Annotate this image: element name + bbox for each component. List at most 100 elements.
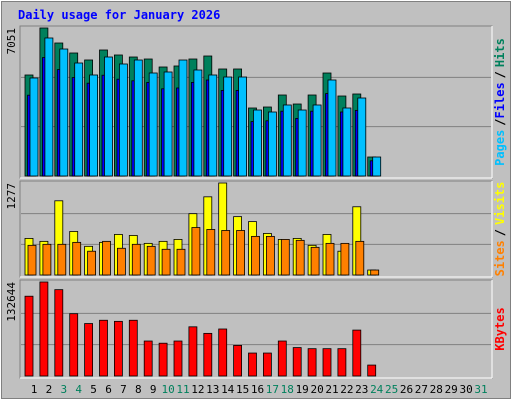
x-tick-label: 2 <box>46 383 53 396</box>
bar <box>24 295 34 377</box>
x-tick-label: 18 <box>281 383 294 396</box>
bar <box>176 248 186 276</box>
bar <box>158 342 168 377</box>
bar <box>178 59 188 177</box>
x-tick-label: 5 <box>90 383 97 396</box>
bar <box>114 320 123 377</box>
x-tick-label: 26 <box>400 383 413 396</box>
bar <box>128 319 138 377</box>
bar <box>218 328 228 377</box>
x-tick-label: 4 <box>75 383 82 396</box>
bar <box>54 289 64 377</box>
bar <box>89 74 98 177</box>
bar <box>193 69 203 177</box>
legend-entry: KBytes <box>493 307 507 350</box>
bar <box>221 230 231 276</box>
x-tick-label: 14 <box>221 383 235 396</box>
bar <box>322 348 332 377</box>
legend-entry: Sites <box>493 240 507 276</box>
legend: Sites / Visits <box>493 182 507 277</box>
x-tick-label: 23 <box>355 383 368 396</box>
bar <box>104 56 113 177</box>
legend: KBytes <box>493 307 507 350</box>
bar <box>42 243 52 276</box>
legend-entry: Files <box>493 82 507 118</box>
bar <box>57 243 67 276</box>
bar <box>357 97 367 177</box>
bar <box>370 269 380 276</box>
bar <box>233 344 243 377</box>
bar <box>292 347 302 377</box>
bar <box>352 329 362 377</box>
bar <box>133 59 143 177</box>
bar <box>102 240 111 276</box>
bar <box>310 246 320 276</box>
bar <box>238 76 248 177</box>
bar <box>236 230 246 276</box>
bar <box>248 352 257 377</box>
bar <box>355 240 365 276</box>
bar <box>87 250 96 276</box>
bar <box>148 72 158 177</box>
bar <box>267 111 277 177</box>
bar <box>161 248 171 276</box>
y-tick-label: 132644 <box>5 282 18 322</box>
bar <box>265 235 275 276</box>
bar <box>325 242 335 276</box>
bar <box>39 281 49 377</box>
bar <box>297 109 307 177</box>
bar <box>342 107 352 177</box>
x-tick-label: 9 <box>150 383 157 396</box>
x-tick-label: 8 <box>135 383 142 396</box>
x-tick-label: 17 <box>266 383 279 396</box>
legend-entry: Visits <box>493 182 507 225</box>
x-tick-label: 29 <box>445 383 458 396</box>
chart-title: Daily usage for January 2026 <box>18 8 220 22</box>
x-tick-label: 31 <box>474 383 487 396</box>
x-tick-label: 6 <box>105 383 112 396</box>
bar <box>253 109 262 177</box>
x-tick-label: 19 <box>296 383 309 396</box>
bar <box>191 227 201 276</box>
x-tick-label: 20 <box>310 383 323 396</box>
x-tick-label: 16 <box>251 383 264 396</box>
bar <box>44 37 54 177</box>
x-tick-label: 7 <box>120 383 127 396</box>
bar <box>206 229 216 276</box>
bar <box>312 104 322 177</box>
x-tick-label: 25 <box>385 383 398 396</box>
legend-separator: / <box>493 229 507 236</box>
bar <box>223 76 233 177</box>
x-tick-label: 30 <box>459 383 472 396</box>
bar <box>277 340 287 377</box>
bar <box>262 352 272 377</box>
bar <box>27 244 37 276</box>
x-tick-label: 24 <box>370 383 384 396</box>
bar <box>72 241 82 276</box>
x-tick-label: 22 <box>340 383 353 396</box>
bar <box>282 104 292 177</box>
bar <box>340 242 350 276</box>
x-tick-label: 1 <box>31 383 38 396</box>
x-tick-label: 28 <box>430 383 443 396</box>
bar <box>99 319 108 377</box>
bar <box>203 332 213 377</box>
x-tick-label: 21 <box>325 383 338 396</box>
bar <box>327 79 337 177</box>
bar <box>119 63 128 177</box>
x-tick-label: 12 <box>191 383 204 396</box>
bar <box>84 323 93 377</box>
bar <box>131 243 141 276</box>
bar <box>188 326 198 377</box>
bar <box>251 235 260 276</box>
bar <box>29 77 39 177</box>
bar <box>143 340 153 377</box>
bar <box>69 313 79 377</box>
bar <box>208 74 218 177</box>
bar <box>280 239 290 276</box>
bar <box>367 364 377 377</box>
x-tick-label: 27 <box>415 383 428 396</box>
bar <box>74 62 84 177</box>
legend-entry: Hits <box>493 38 507 67</box>
